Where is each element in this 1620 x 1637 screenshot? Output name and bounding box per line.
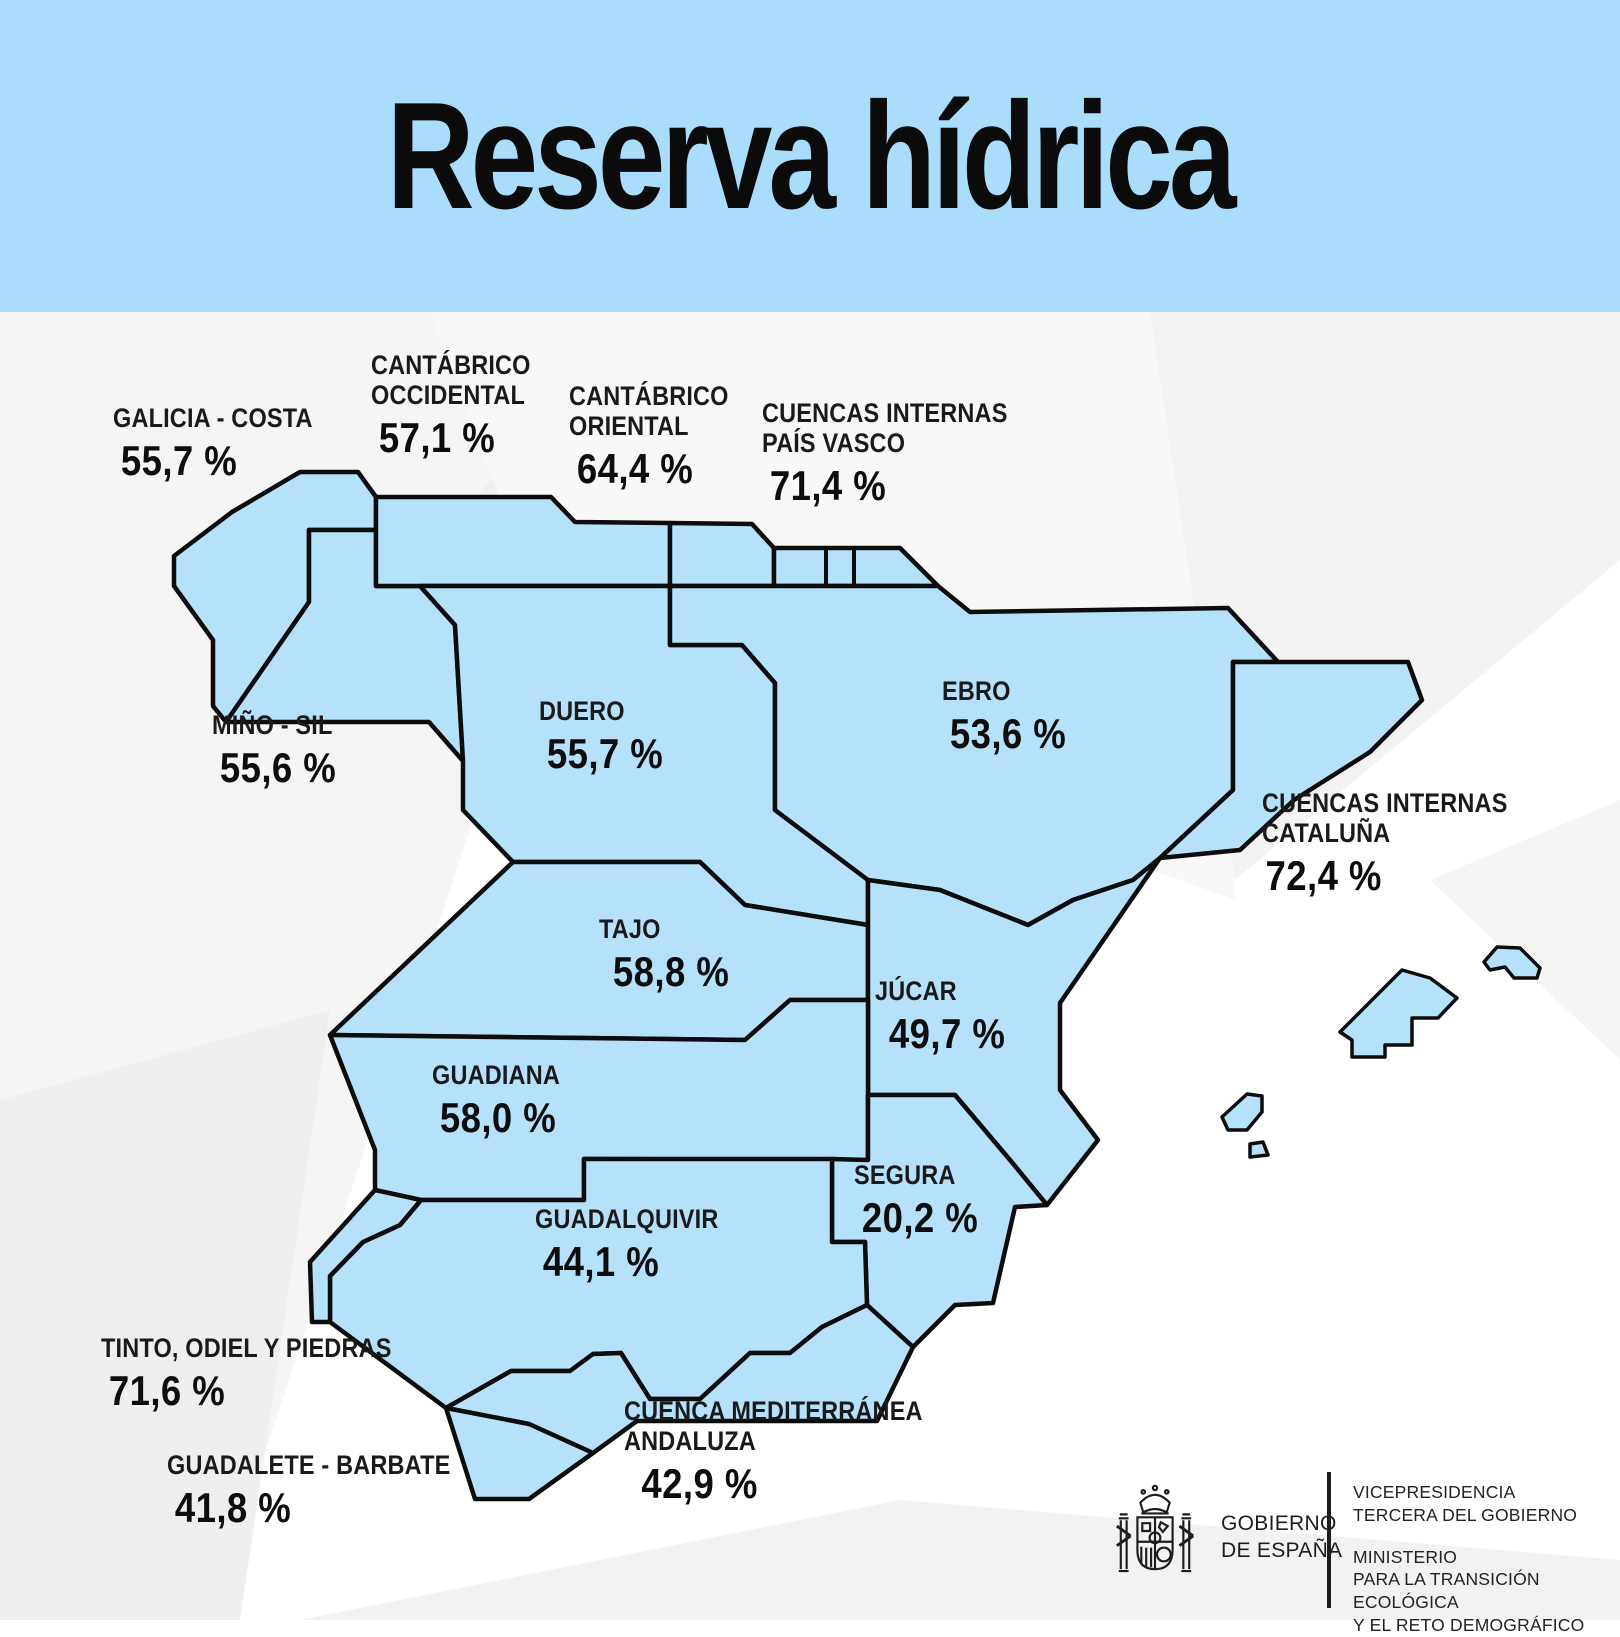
region-label-guadalquivir: GUADALQUIVIR 44,1 % xyxy=(535,1204,718,1286)
region-label-cantabrico-oriental: CANTÁBRICO ORIENTAL 64,4 % xyxy=(569,381,729,493)
island-menorca xyxy=(1482,945,1542,980)
region-value: 57,1 % xyxy=(378,414,496,462)
region-value: 58,8 % xyxy=(612,948,730,996)
region-name: TINTO, ODIEL Y PIEDRAS xyxy=(101,1333,392,1363)
region-label-guadiana: GUADIANA 58,0 % xyxy=(432,1060,560,1142)
region-value: 53,6 % xyxy=(949,710,1067,758)
region-label-tajo: TAJO 58,8 % xyxy=(599,914,729,996)
region-name: EBRO xyxy=(942,676,1011,706)
region-label-mino-sil: MIÑO - SIL 55,6 % xyxy=(212,710,336,792)
ministry-block: VICEPRESIDENCIA TERCERA DEL GOBIERNO MIN… xyxy=(1353,1481,1595,1637)
region-value: 55,7 % xyxy=(546,730,664,778)
region-name: SEGURA xyxy=(854,1160,956,1190)
region-name: CANTÁBRICO ORIENTAL xyxy=(569,381,729,442)
region-name: GUADALETE - BARBATE xyxy=(167,1450,451,1480)
pais-vasco-border-detail xyxy=(824,548,856,586)
region-value: 72,4 % xyxy=(1265,852,1382,900)
region-name: CUENCAS INTERNAS CATALUÑA xyxy=(1262,788,1508,849)
region-value: 49,7 % xyxy=(888,1010,1006,1058)
vicepresidencia-label: VICEPRESIDENCIA TERCERA DEL GOBIERNO xyxy=(1353,1482,1578,1525)
region-value: 41,8 % xyxy=(174,1484,292,1532)
basin-regions xyxy=(171,469,1425,1502)
region-value: 42,9 % xyxy=(641,1460,758,1508)
region-value: 64,4 % xyxy=(576,445,694,493)
region-value: 55,7 % xyxy=(120,437,238,485)
region-name: CUENCA MEDITERRÁNEA ANDALUZA xyxy=(624,1396,923,1457)
region-label-duero: DUERO 55,7 % xyxy=(539,696,663,778)
balearic-islands xyxy=(1220,945,1542,1159)
region-name: TAJO xyxy=(599,914,661,944)
region-value: 55,6 % xyxy=(219,744,337,792)
region-label-tinto-odiel-piedras: TINTO, ODIEL Y PIEDRAS 71,6 % xyxy=(101,1333,392,1415)
region-name: GUADALQUIVIR xyxy=(535,1204,719,1234)
ministerio-label: MINISTERIO PARA LA TRANSICIÓN ECOLÓGICA … xyxy=(1353,1546,1585,1635)
spain-coat-of-arms-icon xyxy=(1116,1484,1194,1573)
region-name: JÚCAR xyxy=(875,976,957,1006)
region-label-ebro: EBRO 53,6 % xyxy=(942,676,1066,758)
region-label-cuencas-internas-pais-vasco: CUENCAS INTERNAS PAÍS VASCO 71,4 % xyxy=(762,398,1008,510)
region-label-galicia-costa: GALICIA - COSTA 55,7 % xyxy=(113,403,313,485)
island-formentera xyxy=(1248,1140,1270,1159)
region-label-cuencas-internas-cataluna: CUENCAS INTERNAS CATALUÑA 72,4 % xyxy=(1262,788,1508,900)
region-name: GALICIA - COSTA xyxy=(113,403,313,433)
region-name: GUADIANA xyxy=(432,1060,560,1090)
region-name: DUERO xyxy=(539,696,625,726)
region-cuenca-mediterranea-andaluza xyxy=(443,1302,916,1456)
footer-divider xyxy=(1327,1472,1331,1608)
region-value: 44,1 % xyxy=(542,1238,660,1286)
region-name: CANTÁBRICO OCCIDENTAL xyxy=(371,350,531,411)
government-footer: GOBIERNO DE ESPAÑA VICEPRESIDENCIA TERCE… xyxy=(1075,1445,1595,1635)
region-guadalete-barbate xyxy=(443,1405,596,1502)
island-mallorca xyxy=(1338,968,1459,1059)
region-value: 58,0 % xyxy=(439,1094,557,1142)
region-value: 71,6 % xyxy=(108,1367,226,1415)
region-name: CUENCAS INTERNAS PAÍS VASCO xyxy=(762,398,1008,459)
region-label-cantabrico-occidental: CANTÁBRICO OCCIDENTAL 57,1 % xyxy=(371,350,531,462)
title-banner: Reserva hídrica xyxy=(0,0,1620,312)
gobierno-de-espana-label: GOBIERNO DE ESPAÑA xyxy=(1221,1512,1343,1562)
page-title: Reserva hídrica xyxy=(387,70,1237,241)
region-label-cuenca-mediterranea-andaluza: CUENCA MEDITERRÁNEA ANDALUZA 42,9 % xyxy=(624,1396,923,1508)
region-name: MIÑO - SIL xyxy=(212,710,333,740)
region-value: 20,2 % xyxy=(861,1194,979,1242)
region-tinto-odiel-piedras xyxy=(307,1187,424,1325)
region-label-guadalete-barbate: GUADALETE - BARBATE 41,8 % xyxy=(167,1450,450,1532)
island-ibiza xyxy=(1220,1092,1264,1132)
region-cuencas-internas-cataluna xyxy=(1157,659,1425,861)
region-value: 71,4 % xyxy=(769,462,887,510)
region-label-segura: SEGURA 20,2 % xyxy=(854,1160,978,1242)
region-label-jucar: JÚCAR 49,7 % xyxy=(875,976,1005,1058)
region-cantabrico-oriental xyxy=(667,520,777,589)
